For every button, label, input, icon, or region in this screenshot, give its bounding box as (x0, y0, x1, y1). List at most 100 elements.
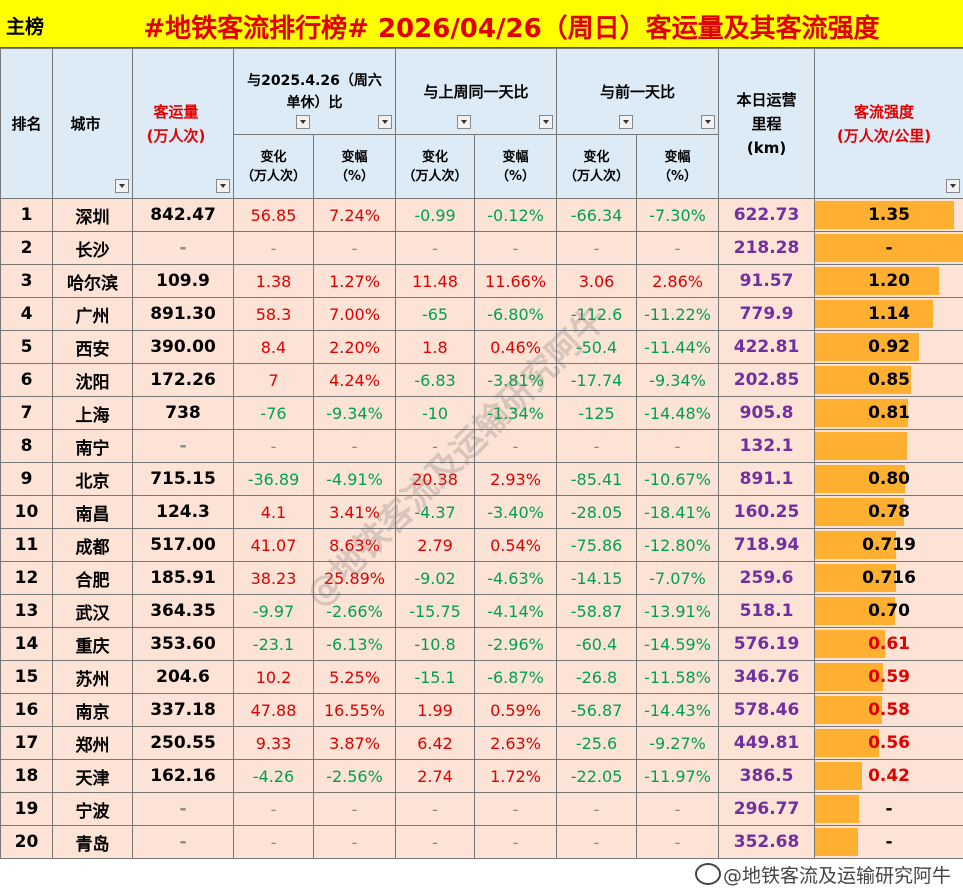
filter-dropdown-icon[interactable] (296, 115, 310, 129)
rank-cell: 8 (0, 429, 53, 463)
pct-cell: -9.34% (312, 396, 397, 430)
pct-cell: 5.25% (312, 660, 397, 694)
city-cell: 南宁 (52, 429, 133, 463)
change-cell: -15.75 (395, 594, 476, 628)
pct-cell: -2.56% (312, 759, 397, 793)
table-row: 17 郑州 250.55 9.33 3.87% 6.42 2.63% -25.6 -9.27% 4… (0, 726, 963, 760)
intensity-cell: 0.70 (814, 594, 963, 628)
intensity-value: 0.78 (868, 502, 911, 522)
pct-cell: -11.22% (636, 297, 720, 331)
col-yoy[interactable]: 与2025.4.26（周六 单休）比 (232, 48, 397, 135)
city-cell: 郑州 (52, 726, 133, 760)
filter-dropdown-icon[interactable] (457, 115, 472, 129)
change-cell: - (233, 825, 314, 859)
intensity-bar (815, 696, 882, 724)
pct-cell: 8.63% (312, 528, 397, 562)
volume-cell: - (132, 429, 234, 463)
col-volume[interactable]: 客运量 (万人次) (132, 48, 234, 199)
change-cell: -58.87 (556, 594, 638, 628)
intensity-cell: - (814, 792, 963, 826)
change-cell: 11.48 (395, 264, 476, 298)
change-cell: 2.74 (395, 759, 476, 793)
change-cell: -10.8 (395, 627, 476, 661)
city-cell: 重庆 (52, 627, 133, 661)
pct-cell: -9.27% (636, 726, 720, 760)
pct-cell: -11.44% (636, 330, 720, 364)
intensity-cell: - (814, 231, 963, 265)
pct-cell: - (312, 825, 397, 859)
intensity-value: 1.20 (868, 271, 911, 291)
filter-dropdown-icon[interactable] (115, 179, 129, 193)
filter-dropdown-icon[interactable] (946, 179, 961, 193)
intensity-value: 0.716 (862, 568, 916, 588)
change-cell: 9.33 (233, 726, 314, 760)
intensity-bar (815, 201, 955, 229)
pct-cell: -11.58% (636, 660, 720, 694)
mileage-cell: 259.6 (718, 561, 816, 595)
filter-dropdown-icon[interactable] (701, 115, 716, 129)
intensity-cell: 0.92 (814, 330, 963, 364)
pct-cell: -6.13% (312, 627, 397, 661)
volume-cell: 353.60 (132, 627, 234, 661)
change-cell: -36.89 (233, 462, 314, 496)
city-cell: 天津 (52, 759, 133, 793)
change-cell: 7 (233, 363, 314, 397)
volume-cell: 162.16 (132, 759, 234, 793)
filter-dropdown-icon[interactable] (539, 115, 554, 129)
pct-cell: -14.43% (636, 693, 720, 727)
pct-cell: -7.07% (636, 561, 720, 595)
col-dod[interactable]: 与前一天比 (556, 48, 720, 135)
col-mileage: 本日运营 里程 (km) (718, 48, 816, 199)
col-wow[interactable]: 与上周同一天比 (395, 48, 558, 135)
filter-dropdown-icon[interactable] (216, 179, 230, 193)
change-cell: - (395, 231, 476, 265)
intensity-bar (815, 300, 934, 328)
change-cell: -9.02 (395, 561, 476, 595)
change-cell: -75.86 (556, 528, 638, 562)
intensity-cell: 0.61 (814, 627, 963, 661)
credit: @地铁客流及运输研究阿牛 (694, 861, 951, 888)
city-cell: 合肥 (52, 561, 133, 595)
filter-dropdown-icon[interactable] (619, 115, 634, 129)
volume-cell: 715.15 (132, 462, 234, 496)
intensity-value: - (885, 832, 893, 852)
intensity-value: 0.85 (868, 370, 911, 390)
pct-cell: - (474, 429, 558, 463)
change-cell: - (395, 429, 476, 463)
intensity-value: 0.42 (868, 766, 911, 786)
intensity-bar (815, 564, 897, 592)
change-cell: -14.15 (556, 561, 638, 595)
filter-dropdown-icon[interactable] (378, 115, 393, 129)
pct-cell: 7.00% (312, 297, 397, 331)
pct-cell: 25.89% (312, 561, 397, 595)
intensity-value: 1.14 (868, 304, 911, 324)
rank-cell: 9 (0, 462, 53, 496)
volume-cell: - (132, 231, 234, 265)
change-cell: -22.05 (556, 759, 638, 793)
volume-cell: 337.18 (132, 693, 234, 727)
intensity-cell (814, 429, 963, 463)
intensity-value: 0.81 (868, 403, 911, 423)
mileage-cell: 622.73 (718, 198, 816, 232)
table-row: 19 宁波 - - - - - - -296.77- (0, 792, 963, 826)
pct-cell: 2.93% (474, 462, 558, 496)
table-row: 12 合肥 185.91 38.23 25.89% -9.02 -4.63% -14.15 -7… (0, 561, 963, 595)
mileage-cell: 578.46 (718, 693, 816, 727)
mileage-cell: 518.1 (718, 594, 816, 628)
pct-cell: -7.30% (636, 198, 720, 232)
col-city[interactable]: 城市 (52, 48, 133, 199)
pct-cell: -4.91% (312, 462, 397, 496)
table-row: 3 哈尔滨 109.9 1.38 1.27% 11.48 11.66% 3.06 2.86% 91… (0, 264, 963, 298)
col-intensity[interactable]: 客流强度 (万人次/公里) (814, 48, 963, 199)
title-bar: 主榜 #地铁客流排行榜# 2026/04/26（周日）客运量及其客流强度 (0, 0, 963, 48)
intensity-cell: 1.35 (814, 198, 963, 232)
intensity-value: 0.56 (868, 733, 911, 753)
change-cell: -76 (233, 396, 314, 430)
city-cell: 南昌 (52, 495, 133, 529)
pct-cell: - (474, 231, 558, 265)
intensity-value: 1.35 (868, 205, 911, 225)
intensity-bar (815, 267, 940, 295)
change-cell: -50.4 (556, 330, 638, 364)
pct-cell: - (312, 231, 397, 265)
volume-cell: 842.47 (132, 198, 234, 232)
